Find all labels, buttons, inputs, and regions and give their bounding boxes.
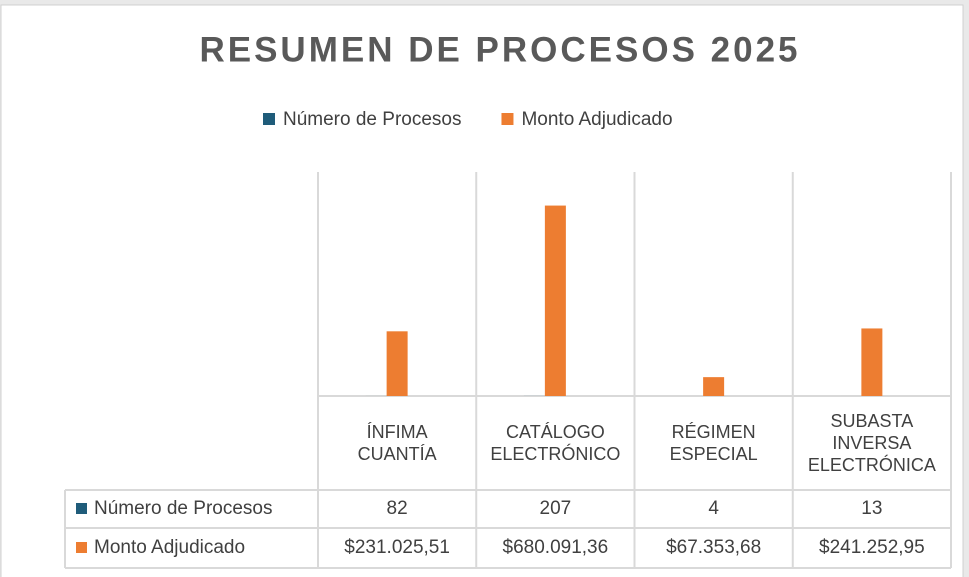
table-value: $241.252,95: [819, 537, 925, 558]
table-row-label: Número de Procesos: [94, 498, 272, 519]
bar: [861, 328, 883, 396]
legend-label: Número de Procesos: [283, 109, 461, 130]
x-tick-label: CATÁLOGO ELECTRÓNICO: [490, 422, 621, 464]
table-value: $680.091,36: [503, 537, 609, 558]
bar: [386, 331, 408, 396]
legend-swatch: [263, 113, 275, 125]
category-label-box: SUBASTA INVERSA ELECTRÓNICA: [807, 411, 936, 475]
table-value: 207: [540, 498, 572, 519]
x-tick-label: SUBASTA INVERSA ELECTRÓNICA: [807, 411, 936, 475]
chart-area: [0, 4, 964, 577]
bar: [703, 377, 725, 396]
legend-label: Monto Adjudicado: [521, 109, 672, 130]
legend-swatch: [501, 113, 514, 125]
chart-title: RESUMEN DE PROCESOS 2025: [199, 30, 800, 69]
x-tick-label: RÉGIMEN ESPECIAL: [669, 422, 758, 464]
table-value: $67.353,68: [666, 537, 761, 558]
table-legend-swatch: [76, 503, 87, 514]
table-value: 13: [861, 498, 882, 519]
bar: [544, 205, 566, 396]
category-label-box: ÍNFIMA CUANTÍA: [357, 422, 437, 464]
category-label-box: CATÁLOGO ELECTRÓNICO: [490, 422, 621, 464]
table-legend-swatch: [76, 542, 87, 553]
table-value: 4: [708, 498, 719, 519]
table-value: 82: [387, 498, 408, 519]
x-tick-label: ÍNFIMA CUANTÍA: [357, 422, 437, 464]
table-row-label: Monto Adjudicado: [94, 537, 245, 558]
category-label-box: RÉGIMEN ESPECIAL: [669, 422, 758, 464]
table-value: $231.025,51: [344, 537, 450, 558]
